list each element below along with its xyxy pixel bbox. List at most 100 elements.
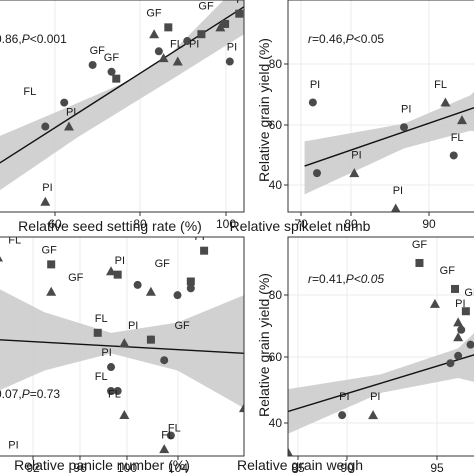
data-point-square — [451, 284, 460, 293]
panel-bottom-right: GFGFGFPIPIPIGFPIr=0.41,P<0.0585909540608… — [237, 236, 474, 474]
point-label: PI — [351, 150, 361, 162]
x-tick-label: 90 — [422, 217, 436, 231]
point-label: GF — [146, 8, 162, 20]
data-point-triangle — [119, 409, 130, 419]
data-point-triangle — [288, 447, 293, 456]
point-label: FL — [95, 371, 108, 383]
point-label: FL — [451, 132, 464, 144]
panel-bottom-left: FLGFGFPIGFPIFLPIFLFLPIGFFLFLPI0.07,P=0.7… — [0, 236, 245, 474]
data-point-circle — [146, 335, 155, 344]
data-point-square — [186, 277, 195, 286]
panel-border — [0, 0, 245, 213]
data-point-triangle — [119, 338, 130, 348]
point-label: FL — [108, 388, 121, 400]
point-label: FL — [95, 313, 108, 325]
confidence-band — [304, 91, 474, 195]
point-label: PI — [236, 0, 246, 6]
data-point-circle — [88, 60, 97, 69]
regression-line — [304, 106, 474, 167]
data-point-square — [200, 246, 209, 255]
x-tick-label: 80 — [344, 217, 358, 231]
data-point-triangle — [172, 56, 183, 66]
point-label: PI — [115, 255, 125, 267]
confidence-band — [0, 289, 244, 409]
data-point-circle — [225, 57, 234, 66]
data-point-triangle — [63, 121, 74, 131]
data-point-circle — [186, 284, 195, 293]
data-point-square — [164, 23, 173, 32]
data-point-circle — [183, 37, 192, 46]
point-label: GF — [198, 1, 214, 13]
data-point-triangle — [390, 203, 401, 212]
data-point-circle — [107, 363, 116, 372]
x-axis-title: Relative spikelet numb — [230, 218, 371, 234]
x-axis-title: Relative panicle number (%) — [14, 457, 190, 473]
plot-content: GFGFGFPIPIPIGFPI — [288, 237, 474, 456]
point-label: PI — [455, 298, 465, 310]
data-point-circle — [400, 123, 408, 132]
data-point-triangle — [0, 256, 3, 262]
data-point-square — [235, 9, 244, 18]
point-label: FL — [161, 429, 174, 441]
point-label: PI — [8, 440, 18, 452]
data-point-circle — [454, 351, 463, 360]
point-label: GF — [440, 265, 456, 277]
y-axis-title: Relative grain yield (%) — [256, 273, 272, 417]
plot-content: PIPIPIPIFLFLFLGFGF — [288, 0, 474, 212]
point-label: PI — [339, 391, 349, 403]
data-point-triangle — [145, 286, 156, 296]
data-point-circle — [113, 386, 122, 395]
point-label: FL — [23, 86, 36, 98]
correlation-annotation: 0.07,P=0.73 — [0, 387, 60, 401]
x-tick-label: 90 — [340, 461, 354, 474]
x-tick-label: 60 — [48, 217, 62, 231]
data-point-triangle — [349, 168, 360, 178]
point-label: PI — [310, 79, 320, 91]
x-axis-title: Relative seed setting rate (%) — [18, 218, 202, 234]
x-axis-title: Relative grain weigh — [237, 457, 363, 473]
data-point-square — [93, 328, 102, 337]
data-point-circle — [466, 340, 474, 349]
data-point-triangle — [453, 317, 464, 327]
y-tick-label: 40 — [269, 178, 283, 192]
data-point-circle — [60, 98, 69, 107]
data-point-circle — [154, 47, 163, 56]
data-point-circle — [449, 151, 458, 160]
correlation-annotation: 0.86,P<0.001 — [0, 32, 67, 46]
data-point-triangle — [215, 22, 226, 32]
panel-top-left: GFPIGFGFGFFLPIFLPIPIPI0.86,P<0.001608010… — [0, 0, 246, 234]
point-label: GF — [42, 245, 58, 257]
x-tick-label: 96 — [73, 461, 87, 474]
x-tick-label: 100 — [216, 217, 236, 231]
panel-top-right: PIPIPIPIFLFLFLGFGFr=0.46,P<0.05708090406… — [230, 0, 474, 234]
data-point-circle — [173, 291, 182, 300]
regression-line — [288, 354, 474, 413]
data-point-circle — [107, 67, 116, 76]
plot-content: GFPIGFGFGFFLPIFLPIPIPI — [0, 0, 246, 212]
point-label: GF — [68, 272, 84, 284]
data-point-square — [221, 19, 230, 28]
x-tick-label: 70 — [294, 217, 308, 231]
point-label: GF — [90, 45, 106, 57]
data-point-circle — [338, 411, 347, 420]
data-point-square — [197, 30, 206, 39]
data-point-triangle — [40, 196, 51, 206]
data-point-circle — [446, 359, 455, 368]
data-point-triangle — [159, 444, 170, 454]
data-point-circle — [313, 169, 321, 178]
y-tick-label: 40 — [269, 416, 283, 430]
point-label: PI — [370, 391, 380, 403]
x-tick-label: 85 — [291, 461, 305, 474]
correlation-annotation: r=0.41,P<0.05 — [308, 272, 384, 286]
point-label: FL — [168, 422, 181, 434]
point-label: PI — [128, 320, 138, 332]
data-point-circle — [308, 98, 317, 107]
data-point-square — [415, 258, 424, 267]
data-point-square — [112, 74, 121, 83]
point-label: GF — [155, 258, 171, 270]
data-point-circle — [133, 280, 142, 289]
x-tick-label: 80 — [133, 217, 147, 231]
point-label: GF — [412, 239, 428, 251]
